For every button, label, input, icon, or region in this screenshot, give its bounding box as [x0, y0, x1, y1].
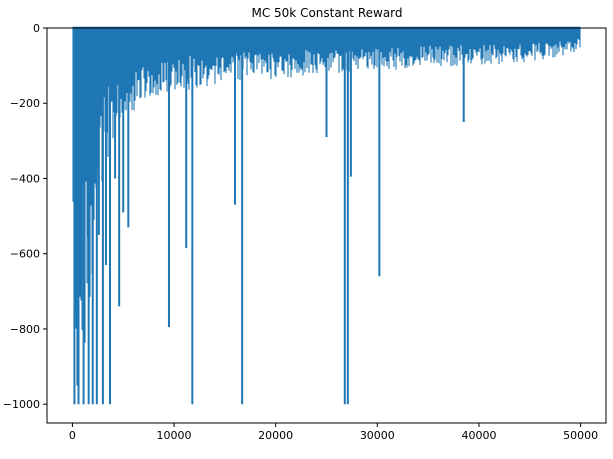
x-tick-label: 10000	[157, 429, 192, 442]
series-layer	[72, 26, 581, 405]
x-tick-label: 30000	[360, 429, 395, 442]
y-axis-ticks: 0 −200 −400 −600 −800 −1000	[3, 22, 47, 411]
x-tick-label: 50000	[563, 429, 598, 442]
y-tick-label: −200	[10, 97, 40, 110]
axes-frame	[46, 27, 607, 424]
y-tick-label: 0	[33, 22, 40, 35]
y-tick-label: −400	[10, 172, 40, 185]
x-axis-ticks: 0 10000 20000 30000 40000 50000	[69, 423, 598, 442]
chart-title: MC 50k Constant Reward	[251, 6, 402, 20]
y-tick-label: −600	[10, 248, 40, 261]
x-tick-label: 0	[69, 429, 76, 442]
x-tick-label: 20000	[258, 429, 293, 442]
x-tick-label: 40000	[461, 429, 496, 442]
y-tick-label: −1000	[3, 398, 40, 411]
axes-border	[46, 27, 607, 424]
y-tick-label: −800	[10, 323, 40, 336]
